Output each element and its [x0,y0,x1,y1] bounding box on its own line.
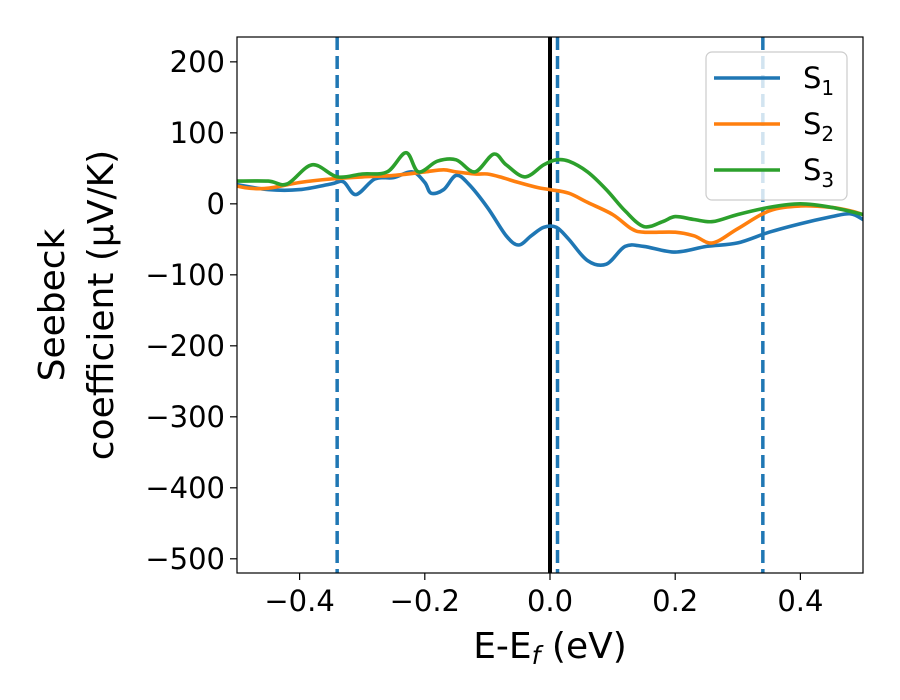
x-axis-title: E-Ef (eV) [473,626,627,670]
series-line-1 [237,170,863,267]
y-tick-label: −300 [145,400,225,434]
x-tick-label: 0.0 [527,584,573,618]
y-axis-ticks: 200 100 0 −100 −200 −300 −400 −500 [145,45,237,576]
y-axis-title-line2: coefficient (μV/K) [81,150,122,460]
x-tick-label: 0.4 [777,584,823,618]
y-tick-label: −200 [145,329,225,363]
y-tick-label: 0 [207,187,225,221]
x-axis-title-main: E-E [473,626,531,667]
vertical-reference-lines [335,37,765,573]
y-axis-title-line1: Seebeck [32,228,73,381]
x-tick-label: 0.2 [652,584,698,618]
legend-label-1: S1 [803,61,834,100]
x-axis-title-unit: (eV) [540,626,626,667]
y-tick-label: −500 [145,542,225,576]
series-line-3 [237,150,863,229]
series-line-2 [237,168,863,245]
legend-label-2: S2 [803,107,834,146]
data-series [237,150,863,267]
legend-label-3: S3 [803,153,834,192]
y-tick-label: −400 [145,471,225,505]
x-tick-label: −0.2 [390,584,460,618]
y-tick-label: 200 [170,45,225,79]
y-tick-label: −100 [145,258,225,292]
y-tick-label: 100 [170,116,225,150]
x-axis-ticks: −0.4 −0.2 0.0 0.2 0.4 [264,573,823,618]
legend-box [705,51,848,201]
x-tick-label: −0.4 [264,584,334,618]
legend: S1 S2 S3 [705,51,848,201]
